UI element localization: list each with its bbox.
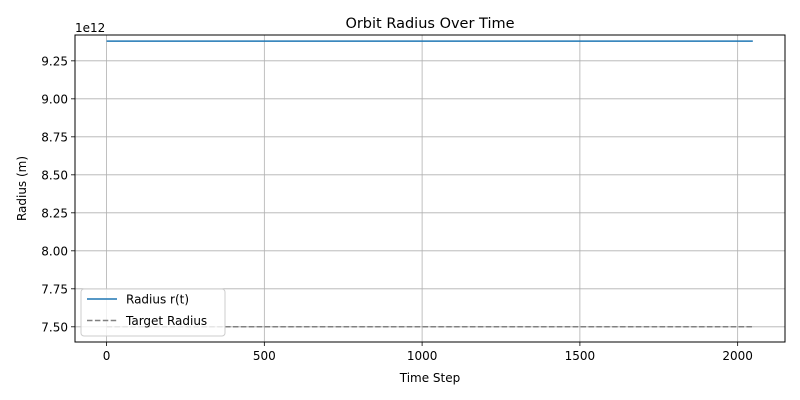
- y-tick-label: 7.75: [41, 282, 68, 296]
- y-tick-label: 8.75: [41, 130, 68, 144]
- x-axis-label: Time Step: [399, 371, 461, 385]
- x-tick-label: 1000: [407, 349, 438, 363]
- legend-label-target: Target Radius: [125, 314, 207, 328]
- x-tick-label: 0: [103, 349, 111, 363]
- chart-title: Orbit Radius Over Time: [345, 16, 514, 32]
- y-tick-label: 8.50: [41, 168, 68, 182]
- legend-label-radius: Radius r(t): [126, 293, 189, 307]
- x-tick-label: 500: [253, 349, 276, 363]
- series-lines: [106, 40, 753, 328]
- legend: Radius r(t) Target Radius: [80, 288, 226, 337]
- y-axis-label: Radius (m): [15, 156, 29, 221]
- y-tick-label: 9.25: [41, 54, 68, 68]
- y-tick-label: 8.00: [41, 244, 68, 258]
- y-tick-label: 9.00: [41, 92, 68, 106]
- x-tick-label: 1500: [565, 349, 596, 363]
- y-tick-label: 8.25: [41, 206, 68, 220]
- y-tick-label: 7.50: [41, 320, 68, 334]
- plot-frame: [74, 34, 786, 343]
- legend-box: [80, 288, 226, 337]
- x-axis-ticks: 0 500 1000 1500 2000: [103, 342, 753, 363]
- x-tick-label: 2000: [722, 349, 753, 363]
- y-offset-label: 1e12: [75, 21, 105, 35]
- y-axis-ticks: 7.50 7.75 8.00 8.25 8.50 8.75 9.00 9.25: [41, 54, 75, 334]
